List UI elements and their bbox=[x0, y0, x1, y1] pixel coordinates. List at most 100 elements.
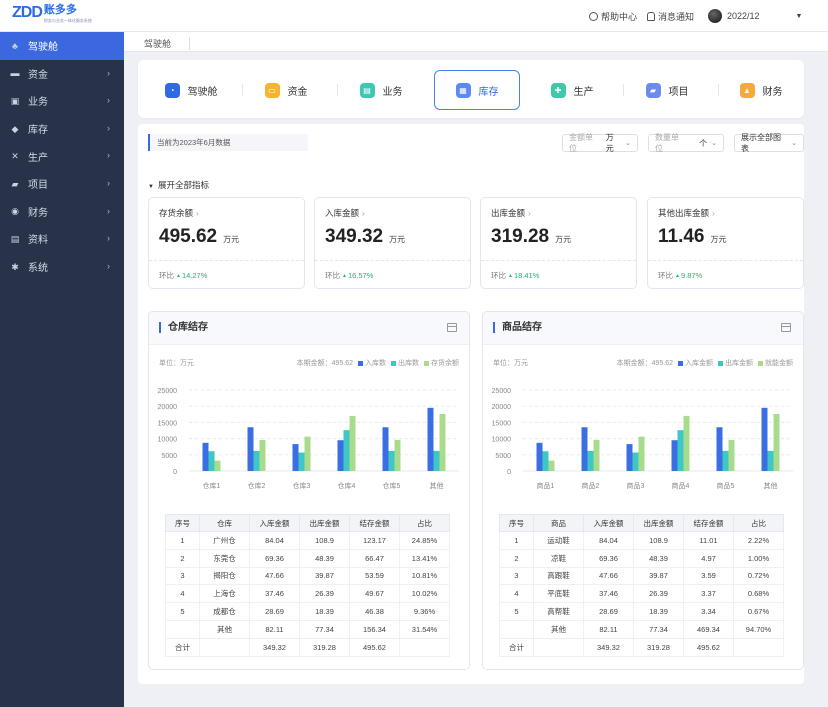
quantity-unit-select[interactable]: 数量单位 个 ⌄ bbox=[648, 133, 724, 153]
chevron-right-icon: › bbox=[712, 208, 715, 218]
bar-in bbox=[761, 407, 768, 471]
show-all-charts-select[interactable]: 展示全部图表 ⌄ bbox=[734, 133, 804, 153]
table-row[interactable]: 其他 82.11 77.34 469.34 94.70% bbox=[499, 619, 784, 639]
sidebar-item[interactable]: ▣ 业务 › bbox=[0, 87, 124, 115]
kpi-unit: 万元 bbox=[223, 235, 240, 244]
table-row[interactable]: 3 揭阳仓 47.66 39.87 53.59 10.81% bbox=[165, 566, 450, 586]
notifications-link[interactable]: 消息通知 bbox=[647, 10, 694, 23]
table-row[interactable]: 合计 349.32 319.28 495.62 bbox=[499, 637, 784, 657]
kpi-ratio-change: ▲16.57% bbox=[342, 271, 373, 280]
kpi-value-number: 11.46 bbox=[658, 226, 705, 247]
calendar-icon[interactable] bbox=[781, 323, 791, 332]
kpi-title-text: 其他出库金额 bbox=[658, 208, 710, 218]
money-bag-icon: ◉ bbox=[11, 206, 19, 217]
module-tab-label: 库存 bbox=[478, 86, 499, 98]
logo[interactable]: ZDD 账多多 财务与业务一体化服务系统 bbox=[12, 5, 92, 24]
expand-all-toggle[interactable]: ▼ 展开全部指标 bbox=[148, 179, 209, 191]
y-tick-label: 20000 bbox=[492, 404, 512, 411]
table-row[interactable]: 合计 349.32 319.28 495.62 bbox=[165, 637, 450, 657]
y-tick-label: 15000 bbox=[492, 420, 512, 427]
table-cell bbox=[533, 637, 584, 657]
x-tick-label: 商品5 bbox=[717, 481, 735, 490]
table-row[interactable]: 2 东莞仓 69.36 48.39 66.47 13.41% bbox=[165, 548, 450, 568]
x-tick-label: 仓库1 bbox=[203, 481, 221, 490]
table-header-cell: 占比 bbox=[399, 514, 450, 532]
module-tab[interactable]: ▭ 资金 bbox=[243, 70, 329, 110]
table-row[interactable]: 2 凉鞋 69.36 48.39 4.97 1.00% bbox=[499, 548, 784, 568]
table-row[interactable]: 4 上海仓 37.46 26.39 49.67 10.02% bbox=[165, 584, 450, 604]
logo-subtitle: 财务与业务一体化服务系统 bbox=[43, 18, 92, 23]
table-row[interactable]: 其他 82.11 77.34 156.34 31.54% bbox=[165, 619, 450, 639]
y-tick-label: 0 bbox=[173, 469, 177, 476]
kpi-card[interactable]: 入库金额 › 349.32 万元 环比 ▲16.57% bbox=[314, 197, 471, 289]
sidebar-item[interactable]: ♣ 驾驶舱 bbox=[0, 32, 124, 60]
sidebar-item-label: 库存 bbox=[28, 125, 48, 137]
legend-swatch bbox=[424, 360, 429, 366]
trend-up-icon: ▲ bbox=[176, 273, 181, 279]
table-cell: 0.72% bbox=[733, 566, 784, 586]
sidebar-item[interactable]: ▤ 资料 › bbox=[0, 225, 124, 253]
table-row[interactable]: 5 高帮鞋 28.69 18.39 3.34 0.67% bbox=[499, 602, 784, 621]
sidebar-item[interactable]: ◉ 财务 › bbox=[0, 198, 124, 226]
table-cell: 2.22% bbox=[733, 531, 784, 550]
period-selector[interactable]: 2022/12 ▼ bbox=[708, 9, 802, 23]
kpi-value: 11.46 万元 bbox=[658, 226, 727, 248]
bar-in bbox=[536, 442, 543, 471]
x-tick-label: 仓库5 bbox=[383, 481, 401, 490]
kpi-card[interactable]: 存货余额 › 495.62 万元 环比 ▲14.27% bbox=[148, 197, 305, 289]
bar-out bbox=[587, 450, 594, 471]
x-tick-label: 商品1 bbox=[537, 481, 555, 490]
table-cell: 3.34 bbox=[683, 602, 734, 621]
table-cell: 349.32 bbox=[249, 637, 300, 657]
module-tab[interactable]: ▰ 项目 bbox=[624, 70, 710, 110]
table-row[interactable]: 4 平底鞋 37.46 26.39 3.37 0.68% bbox=[499, 584, 784, 604]
module-tab[interactable]: ▦ 库存 bbox=[434, 70, 520, 110]
kpi-value-number: 349.32 bbox=[325, 226, 384, 247]
table-cell: 28.69 bbox=[583, 602, 634, 621]
table-cell: 高跟鞋 bbox=[533, 566, 584, 586]
module-tab[interactable]: ▲ 财务 bbox=[718, 70, 804, 110]
legend-item: 入库数 bbox=[365, 360, 386, 367]
amount-unit-select[interactable]: 金额单位 万元 ⌄ bbox=[562, 133, 638, 153]
y-tick-label: 25000 bbox=[158, 388, 178, 395]
sidebar-item[interactable]: ✱ 系统 › bbox=[0, 253, 124, 281]
y-tick-label: 5000 bbox=[495, 453, 511, 460]
tab-cockpit[interactable]: 驾驶舱 bbox=[144, 37, 191, 50]
table-cell: 18.39 bbox=[299, 602, 350, 621]
sidebar-item[interactable]: ▬ 资金 › bbox=[0, 60, 124, 88]
bar-out bbox=[388, 450, 395, 471]
bar-in bbox=[626, 444, 633, 471]
module-tab[interactable]: ▤ 业务 bbox=[338, 70, 424, 110]
sidebar-item-label: 财务 bbox=[28, 207, 48, 219]
chevron-right-icon: › bbox=[528, 208, 531, 218]
notifications-label: 消息通知 bbox=[658, 12, 695, 22]
kpi-title-text: 出库金额 bbox=[491, 208, 526, 218]
help-center-link[interactable]: 帮助中心 bbox=[589, 10, 637, 23]
kpi-card[interactable]: 出库金额 › 319.28 万元 环比 ▲18.41% bbox=[480, 197, 637, 289]
chevron-right-icon: › bbox=[107, 150, 110, 161]
table-row[interactable]: 1 运动鞋 84.04 108.9 11.01 2.22% bbox=[499, 531, 784, 550]
kpi-card[interactable]: 其他出库金额 › 11.46 万元 环比 ▲9.87% bbox=[647, 197, 804, 289]
kpi-ratio-value: 16.57% bbox=[347, 271, 374, 280]
table-row[interactable]: 3 高跟鞋 47.66 39.87 3.59 0.72% bbox=[499, 566, 784, 586]
calendar-icon[interactable] bbox=[447, 323, 457, 332]
module-tab[interactable]: ✚ 生产 bbox=[529, 70, 615, 110]
folder-icon: ▰ bbox=[11, 178, 19, 189]
module-tab[interactable]: ◔ 驾驶舱 bbox=[148, 70, 234, 110]
sidebar-item[interactable]: ✕ 生产 › bbox=[0, 142, 124, 170]
kpi-ratio-value: 14.27% bbox=[181, 271, 208, 280]
sidebar-item[interactable]: ◆ 库存 › bbox=[0, 115, 124, 143]
table-cell: 48.39 bbox=[299, 548, 350, 568]
table-row[interactable]: 1 广州仓 84.04 108.9 123.17 24.85% bbox=[165, 531, 450, 550]
sidebar-item[interactable]: ▰ 项目 › bbox=[0, 170, 124, 198]
cockpit-icon: ♣ bbox=[12, 40, 18, 51]
divider bbox=[315, 260, 470, 261]
panel-title: 商品结存 bbox=[493, 322, 542, 333]
table-header-cell: 序号 bbox=[165, 514, 200, 532]
kpi-ratio: 环比 ▲14.27% bbox=[159, 270, 207, 281]
chevron-right-icon: › bbox=[107, 260, 110, 271]
table-row[interactable]: 5 成都仓 28.69 18.39 46.38 9.36% bbox=[165, 602, 450, 621]
bar-in bbox=[427, 407, 434, 471]
table-cell: 4.97 bbox=[683, 548, 734, 568]
chevron-right-icon: › bbox=[107, 233, 110, 244]
